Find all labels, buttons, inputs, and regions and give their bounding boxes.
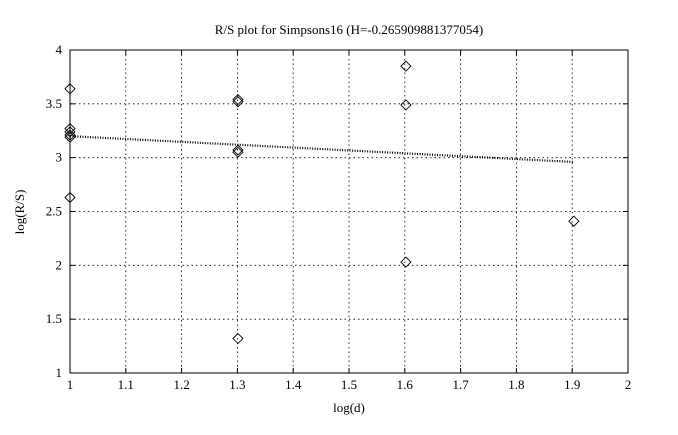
x-tick-label: 1.2 [173,377,189,392]
x-tick-label: 1.4 [285,377,302,392]
y-tick-label: 1 [56,365,63,380]
fit-line [69,135,574,164]
y-tick-label: 1.5 [46,311,62,326]
diamond-marker [568,215,580,227]
diamond-marker [232,96,244,108]
y-tick-label: 4 [56,42,63,57]
x-tick-label: 1.3 [229,377,245,392]
x-tick-label: 2 [625,377,632,392]
diamond-marker [64,129,76,141]
x-tick-label: 1.9 [564,377,580,392]
diamond-marker [232,332,244,345]
diamond-marker [400,99,412,111]
y-tick-label: 2 [56,257,63,272]
x-tick-label: 1.6 [397,377,414,392]
y-tick-label: 2.5 [46,204,62,219]
x-tick-label: 1.7 [452,377,469,392]
chart-title: R/S plot for Simpsons16 (H=-0.2659098813… [215,22,483,37]
diamond-marker [400,60,412,72]
x-tick-label: 1 [67,377,74,392]
diamond-marker [232,144,244,156]
diamond-marker [64,191,76,204]
x-tick-label: 1.1 [118,377,134,392]
diamond-marker [232,146,244,158]
y-axis-label: log(R/S) [12,190,27,235]
x-tick-label: 1.5 [341,377,357,392]
diamond-marker [400,256,412,268]
diamond-marker [64,83,76,95]
x-tick-label: 1.8 [508,377,524,392]
diamond-marker [232,93,244,106]
y-tick-label: 3.5 [46,96,62,111]
y-tick-label: 3 [56,150,63,165]
x-axis-label: log(d) [333,400,365,415]
diamond-marker [64,122,76,135]
